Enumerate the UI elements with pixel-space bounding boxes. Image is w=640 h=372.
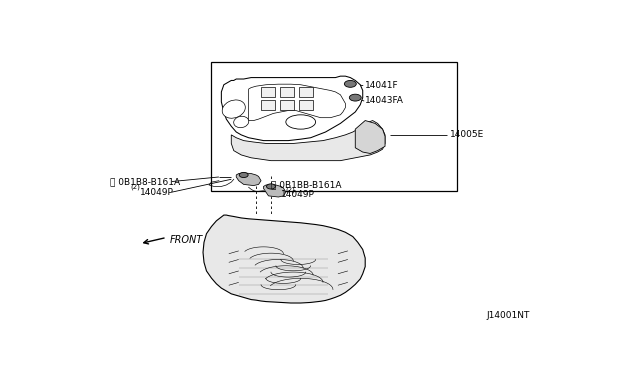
Text: 14005E: 14005E — [449, 130, 484, 140]
Polygon shape — [203, 215, 365, 303]
Text: FRONT: FRONT — [169, 235, 202, 245]
Circle shape — [344, 80, 356, 87]
Text: Ⓑ 0B1B8-B161A: Ⓑ 0B1B8-B161A — [110, 177, 180, 186]
Bar — [299, 87, 312, 97]
Bar — [280, 87, 294, 97]
Bar — [211, 62, 457, 191]
Text: 14049P: 14049P — [281, 190, 315, 199]
Text: J14001NT: J14001NT — [486, 311, 530, 320]
Polygon shape — [355, 121, 385, 154]
Text: 14049P: 14049P — [140, 187, 173, 197]
Bar — [299, 100, 312, 110]
Text: Ⓑ 0B1BB-B161A: Ⓑ 0B1BB-B161A — [271, 180, 342, 189]
Bar — [261, 87, 275, 97]
Ellipse shape — [286, 115, 316, 129]
Circle shape — [239, 172, 248, 177]
Polygon shape — [249, 84, 346, 121]
Circle shape — [266, 184, 275, 189]
Text: 14043FA: 14043FA — [365, 96, 404, 105]
Circle shape — [349, 94, 361, 101]
Polygon shape — [221, 76, 363, 141]
Text: 14041F: 14041F — [365, 81, 398, 90]
Text: (2): (2) — [131, 183, 140, 190]
Ellipse shape — [222, 100, 245, 118]
Polygon shape — [231, 121, 385, 161]
Polygon shape — [236, 173, 261, 186]
Bar — [280, 100, 294, 110]
Bar — [261, 100, 275, 110]
Polygon shape — [264, 185, 286, 197]
Ellipse shape — [234, 116, 249, 128]
Text: (2): (2) — [286, 186, 296, 193]
